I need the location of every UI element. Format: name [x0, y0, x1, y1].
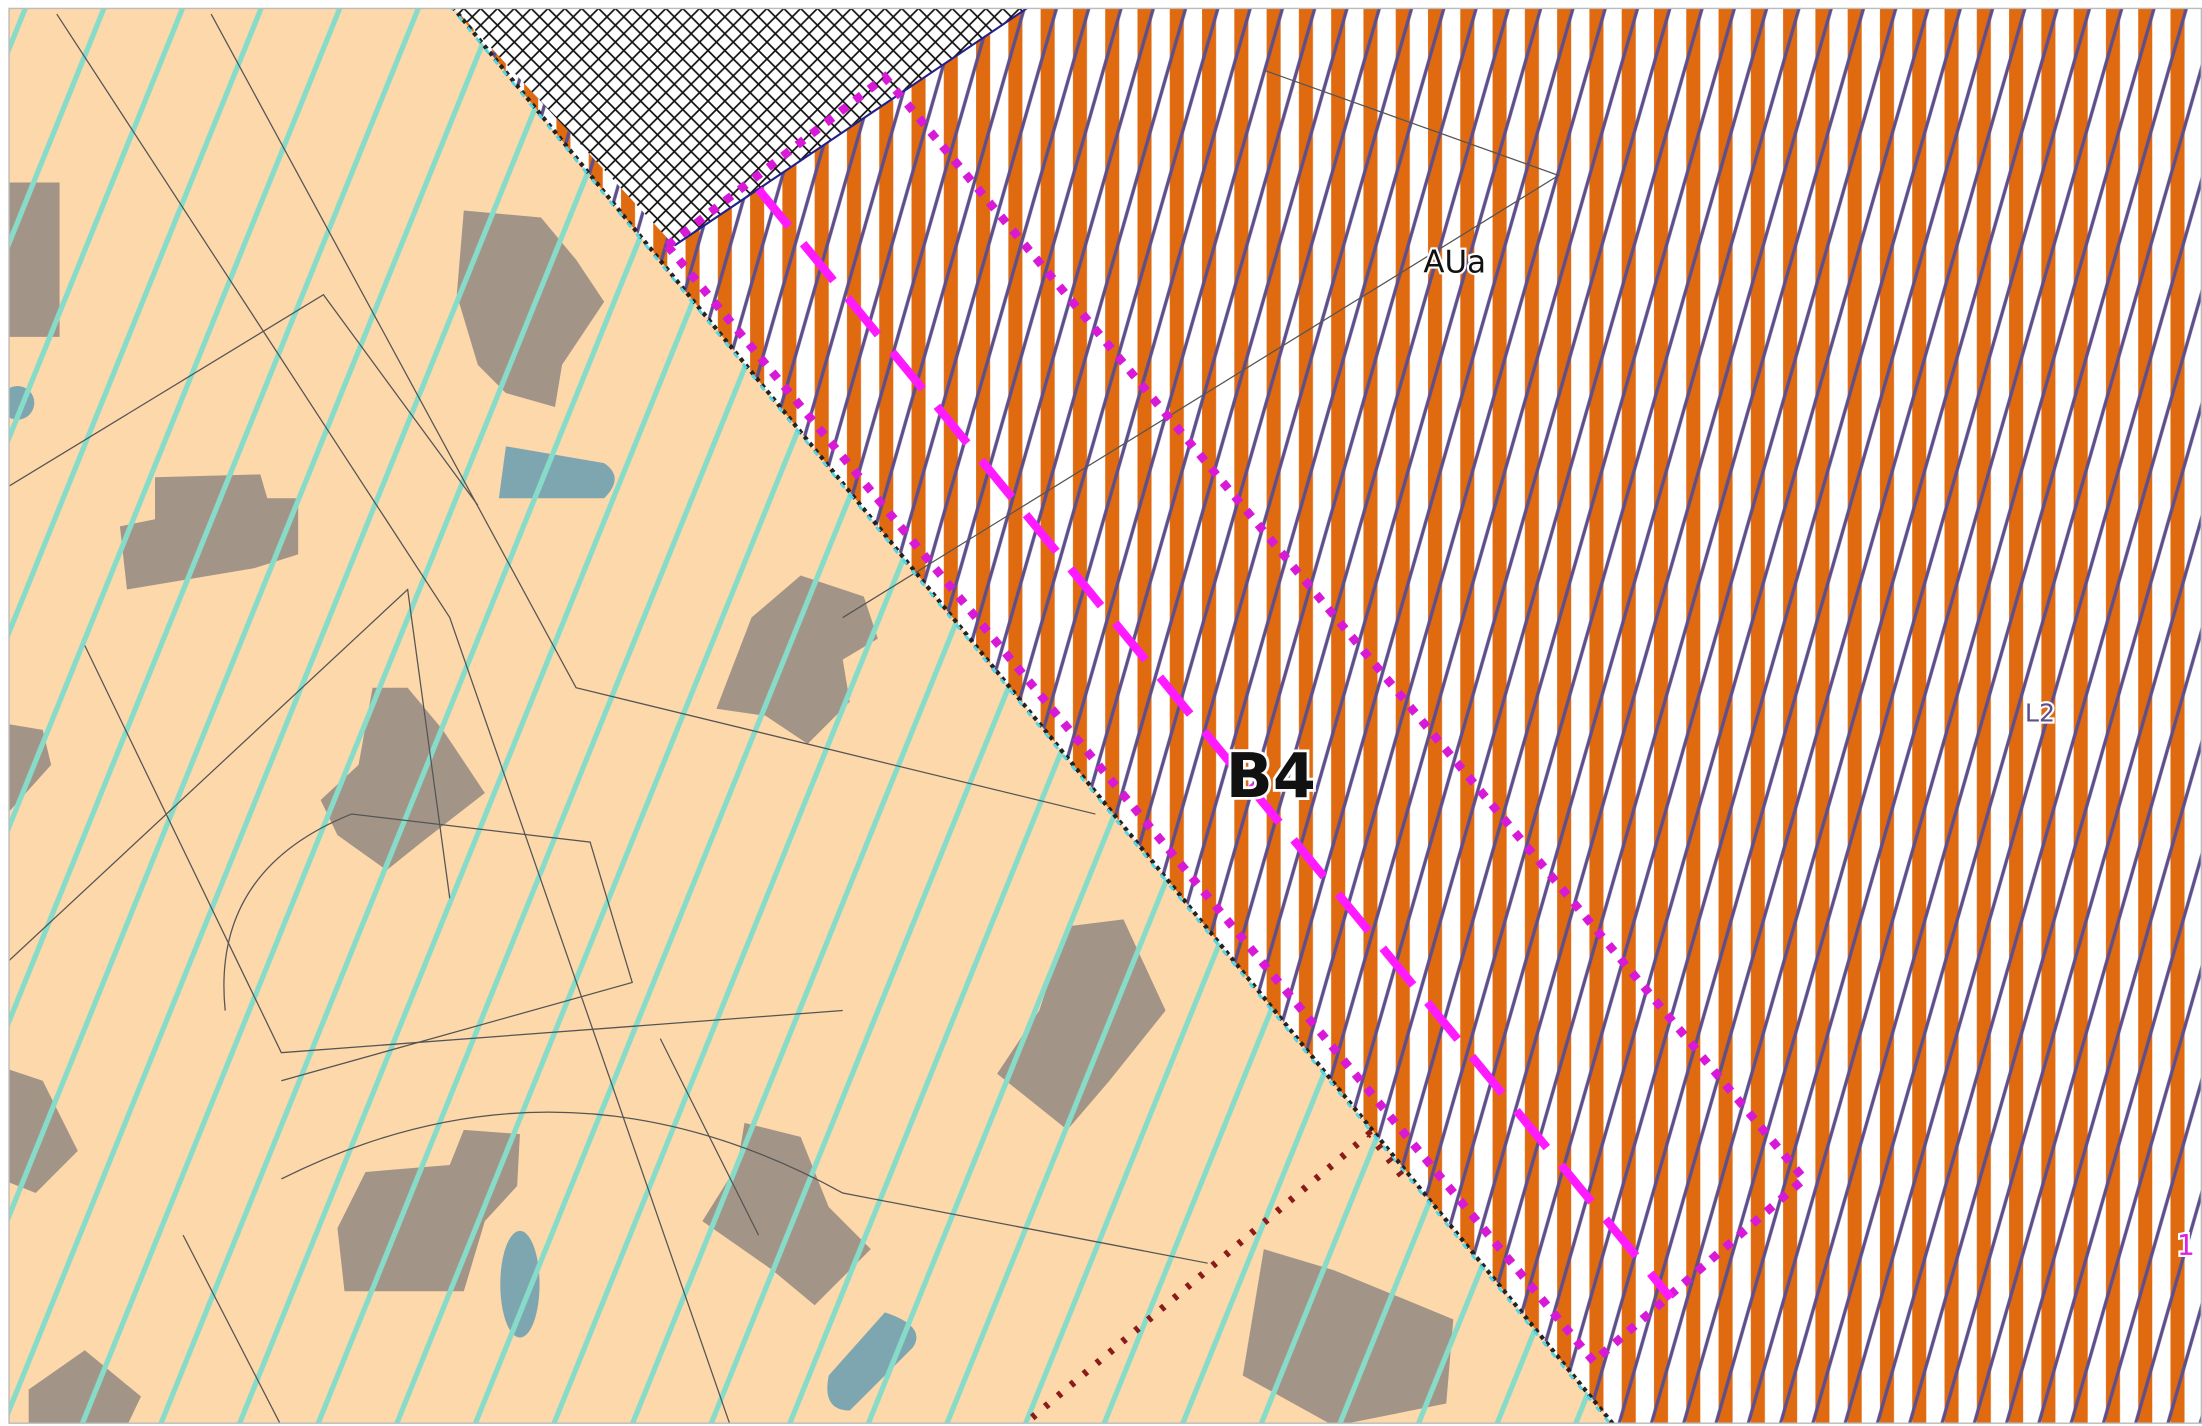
sector-axis [755, 186, 1675, 1301]
frame [8, 7, 2202, 1424]
zone-boundary [451, 8, 1616, 1424]
hatched-area [454, 8, 1027, 246]
zone-label: L2 [2025, 698, 2055, 727]
parcel-lines [9, 13, 1561, 1424]
zone-boundary-accent [450, 8, 1612, 1424]
hatch-edge [673, 8, 1029, 247]
sector-label: B4 [1226, 740, 1316, 812]
marker-label: 1 [2177, 1229, 2195, 1262]
red-triangle-line [1029, 1129, 1407, 1421]
sector-outline [661, 71, 1811, 1368]
zone-label: AUa [1423, 244, 1486, 280]
